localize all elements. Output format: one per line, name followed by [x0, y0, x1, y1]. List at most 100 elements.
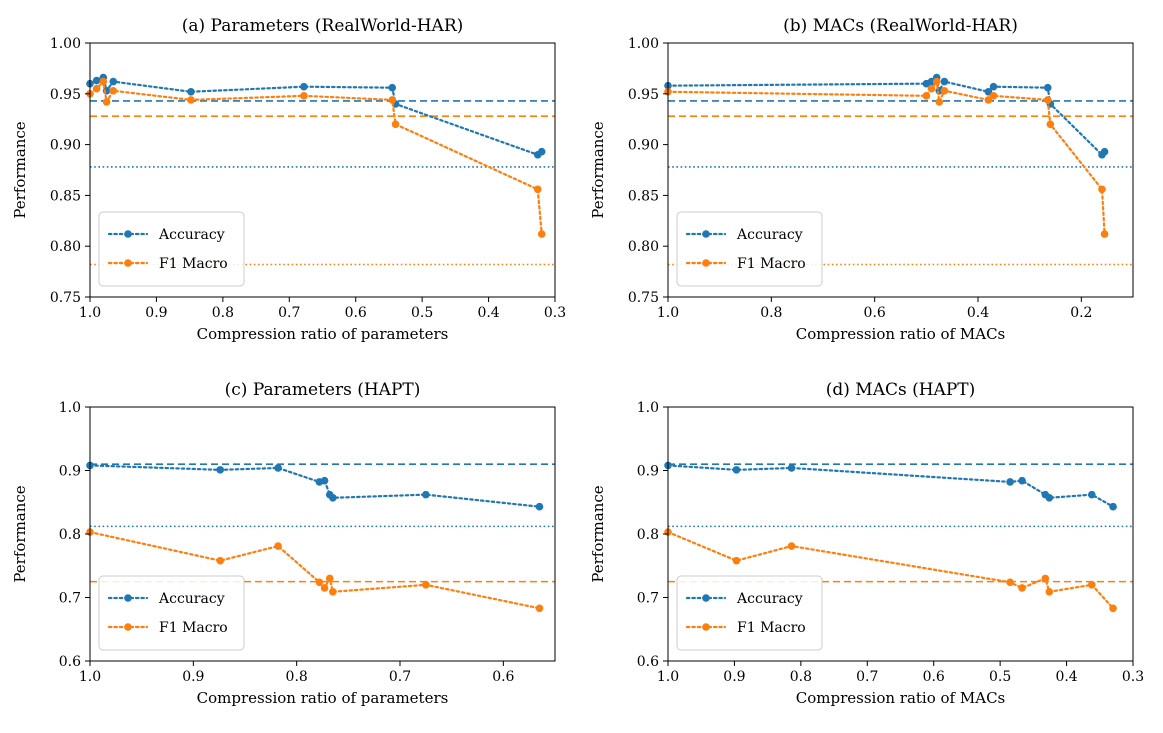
accuracy-point — [1100, 147, 1109, 156]
accuracy-point — [187, 87, 195, 96]
series-line-f1-macro — [666, 530, 1115, 610]
y-tick-label: 0.75 — [628, 290, 659, 306]
accuracy-point — [300, 82, 308, 91]
legend-label-f1-macro: F1 Macro — [737, 620, 806, 636]
f1-macro-point — [1109, 604, 1117, 613]
chart-title: (c) Parameters (HAPT) — [225, 380, 421, 400]
x-tick-label: 0.8 — [286, 669, 308, 685]
x-tick-label: 0.2 — [1070, 305, 1092, 321]
y-tick-label: 0.90 — [50, 138, 81, 154]
chart-title: (d) MACs (HAPT) — [826, 380, 976, 400]
y-tick-label: 0.8 — [637, 527, 659, 543]
f1-macro-point — [1088, 581, 1096, 589]
x-axis-label: Compression ratio of parameters — [197, 689, 449, 707]
accuracy-point — [787, 464, 796, 472]
legend-box — [676, 575, 823, 651]
x-tick-label: 0.5 — [989, 669, 1011, 685]
accuracy-point — [1088, 490, 1096, 499]
f1-macro-point — [989, 92, 998, 100]
legend: Accuracy F1 Macro — [98, 575, 245, 651]
accuracy-point — [388, 83, 397, 92]
x-tick-label: 0.9 — [723, 669, 745, 685]
y-axis-label: Performance — [589, 485, 607, 582]
legend-label-f1-macro: F1 Macro — [737, 256, 806, 272]
x-tick-label: 0.6 — [492, 669, 514, 685]
x-tick-label: 0.7 — [389, 669, 411, 685]
legend-label-accuracy: Accuracy — [736, 591, 803, 607]
accuracy-point — [320, 476, 329, 485]
plot-frame — [667, 42, 1134, 298]
y-tick-label: 0.80 — [628, 239, 659, 255]
x-tick-label: 0.4 — [967, 305, 989, 321]
x-tick-label: 0.4 — [1055, 669, 1077, 685]
series-line-accuracy — [666, 464, 1115, 508]
f1-macro-point — [927, 84, 936, 93]
legend-marker-f1-macro — [124, 259, 132, 267]
y-tick-label: 1.00 — [628, 36, 659, 52]
y-tick-label: 0.75 — [50, 290, 81, 306]
x-tick-label: 1.0 — [657, 305, 679, 321]
y-tick-label: 0.9 — [59, 464, 81, 480]
series-line-accuracy — [666, 75, 1106, 157]
f1-macro-point — [300, 92, 308, 100]
accuracy-point — [732, 466, 741, 474]
accuracy-point — [1006, 478, 1014, 486]
f1-macro-point — [1006, 578, 1014, 587]
legend-marker-accuracy — [124, 594, 132, 602]
legend-label-accuracy: Accuracy — [158, 591, 225, 607]
f1-macro-point — [320, 584, 329, 592]
y-tick-label: 0.95 — [50, 87, 81, 103]
legend: Accuracy F1 Macro — [676, 575, 823, 651]
f1-macro-point — [1100, 230, 1109, 238]
accuracy-point — [1018, 476, 1026, 485]
accuracy-point — [984, 87, 993, 96]
x-tick-label: 1.0 — [79, 305, 101, 321]
x-tick-label: 0.8 — [790, 669, 812, 685]
y-tick-label: 0.80 — [50, 239, 81, 255]
series-line-accuracy — [88, 464, 541, 508]
f1-macro-point — [388, 96, 397, 104]
y-tick-label: 0.85 — [628, 188, 659, 204]
accuracy-point — [216, 466, 224, 474]
y-tick-label: 0.8 — [59, 527, 81, 543]
legend-marker-f1-macro — [702, 623, 710, 631]
f1-macro-point — [1045, 587, 1054, 596]
f1-macro-point — [732, 556, 741, 565]
y-axis-label: Performance — [11, 121, 29, 218]
y-tick-label: 0.9 — [637, 464, 659, 480]
f1-macro-point — [92, 84, 101, 93]
f1-macro-point — [391, 120, 400, 129]
accuracy-point — [109, 77, 118, 86]
f1-macro-point — [535, 604, 544, 613]
x-tick-label: 0.9 — [182, 669, 204, 685]
f1-macro-point — [1018, 584, 1026, 592]
legend-box — [98, 575, 245, 651]
panel-3: (c) Parameters (HAPT) 1.0 0.9 0.8 0.7 0.6 0.6 0… — [11, 380, 556, 707]
f1-macro-point — [329, 587, 337, 596]
x-tick-label: 0.7 — [856, 669, 878, 685]
accuracy-point — [1045, 494, 1054, 502]
x-tick-label: 0.9 — [145, 305, 167, 321]
y-tick-label: 1.0 — [59, 400, 81, 416]
f1-macro-point — [325, 574, 334, 583]
f1-macro-point — [932, 77, 941, 86]
plot-frame — [89, 42, 556, 298]
f1-macro-point — [102, 98, 111, 106]
f1-macro-point — [922, 92, 931, 100]
x-tick-label: 0.6 — [345, 305, 367, 321]
y-tick-label: 0.85 — [50, 188, 81, 204]
x-tick-label: 0.6 — [923, 669, 945, 685]
accuracy-point — [92, 76, 101, 85]
legend-label-f1-macro: F1 Macro — [159, 256, 228, 272]
y-tick-label: 0.95 — [628, 87, 659, 103]
x-axis-label: Compression ratio of MACs — [796, 689, 1006, 707]
accuracy-point — [537, 147, 546, 156]
y-tick-label: 0.6 — [59, 654, 81, 670]
legend-label-accuracy: Accuracy — [736, 227, 803, 243]
x-axis-label: Compression ratio of MACs — [796, 325, 1006, 343]
accuracy-point — [1109, 502, 1117, 511]
x-tick-label: 0.8 — [760, 305, 782, 321]
legend-box — [98, 211, 245, 287]
accuracy-point — [422, 490, 430, 499]
